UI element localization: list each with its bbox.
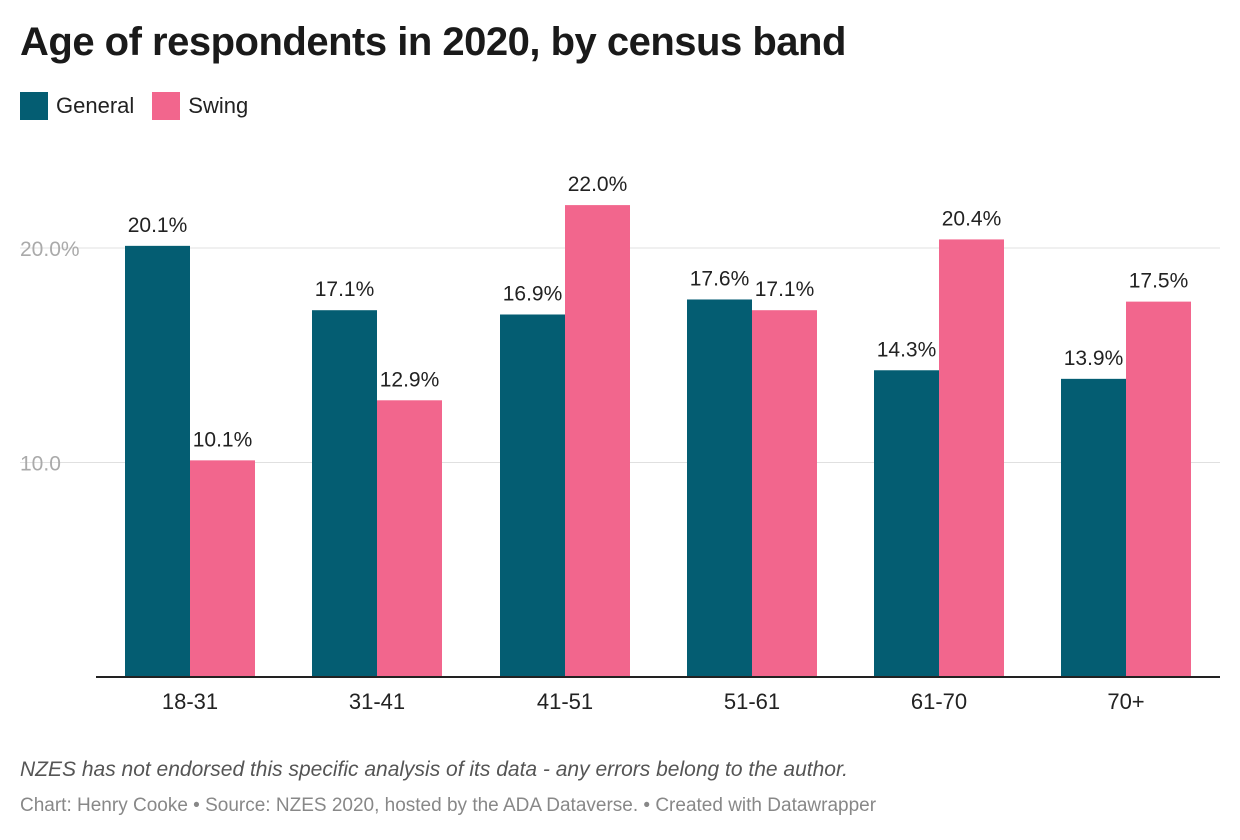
bar-general-70+ xyxy=(1061,378,1126,677)
chart-note: NZES has not endorsed this specific anal… xyxy=(20,758,848,781)
x-tick-label: 41-51 xyxy=(537,689,593,714)
x-tick-label: 61-70 xyxy=(911,689,967,714)
bar-swing-31-41 xyxy=(377,400,442,677)
x-tick-label: 70+ xyxy=(1107,689,1144,714)
legend-label-swing: Swing xyxy=(188,93,249,118)
data-label-swing: 12.9% xyxy=(380,368,440,391)
data-label-swing: 17.5% xyxy=(1129,270,1189,293)
bar-general-41-51 xyxy=(500,314,565,677)
chart-footer: Chart: Henry Cooke • Source: NZES 2020, … xyxy=(20,795,877,816)
x-tick-label: 51-61 xyxy=(724,689,780,714)
bar-swing-61-70 xyxy=(939,239,1004,678)
legend-swatch-swing xyxy=(152,92,181,120)
data-label-general: 16.9% xyxy=(503,282,563,305)
data-label-general: 17.1% xyxy=(315,278,375,301)
bar-chart: 10.0 20.0% 20.1% 17.1% 16.9% 17.6% 14.3% 13.9% 1… xyxy=(20,173,1220,714)
data-label-swing: 22.0% xyxy=(568,173,628,196)
chart-title: Age of respondents in 2020, by census ba… xyxy=(20,20,846,64)
bar-general-31-41 xyxy=(312,310,377,677)
y-tick-label: 10.0 xyxy=(20,453,61,476)
x-tick-label: 31-41 xyxy=(349,689,405,714)
bar-swing-18-31 xyxy=(190,460,255,677)
legend-item-swing: Swing xyxy=(152,92,248,120)
bar-swing-51-61 xyxy=(752,310,817,677)
data-label-general: 13.9% xyxy=(1064,347,1124,370)
x-tick-label: 18-31 xyxy=(162,689,218,714)
bar-general-18-31 xyxy=(125,245,190,678)
data-label-general: 17.6% xyxy=(690,267,750,290)
legend-item-general: General xyxy=(20,92,134,120)
y-tick-label: 20.0% xyxy=(20,238,80,261)
data-label-swing: 17.1% xyxy=(755,278,815,301)
bar-swing-41-51 xyxy=(565,205,630,677)
data-label-swing: 10.1% xyxy=(193,428,253,451)
legend-swatch-general xyxy=(20,92,48,120)
data-label-general: 20.1% xyxy=(128,214,188,237)
data-label-swing: 20.4% xyxy=(942,207,1002,230)
legend: General Swing xyxy=(20,92,248,120)
bar-swing-70+ xyxy=(1126,301,1191,677)
data-label-general: 14.3% xyxy=(877,338,937,361)
bar-general-51-61 xyxy=(687,299,752,677)
bar-general-61-70 xyxy=(874,370,939,677)
legend-label-general: General xyxy=(56,93,135,118)
